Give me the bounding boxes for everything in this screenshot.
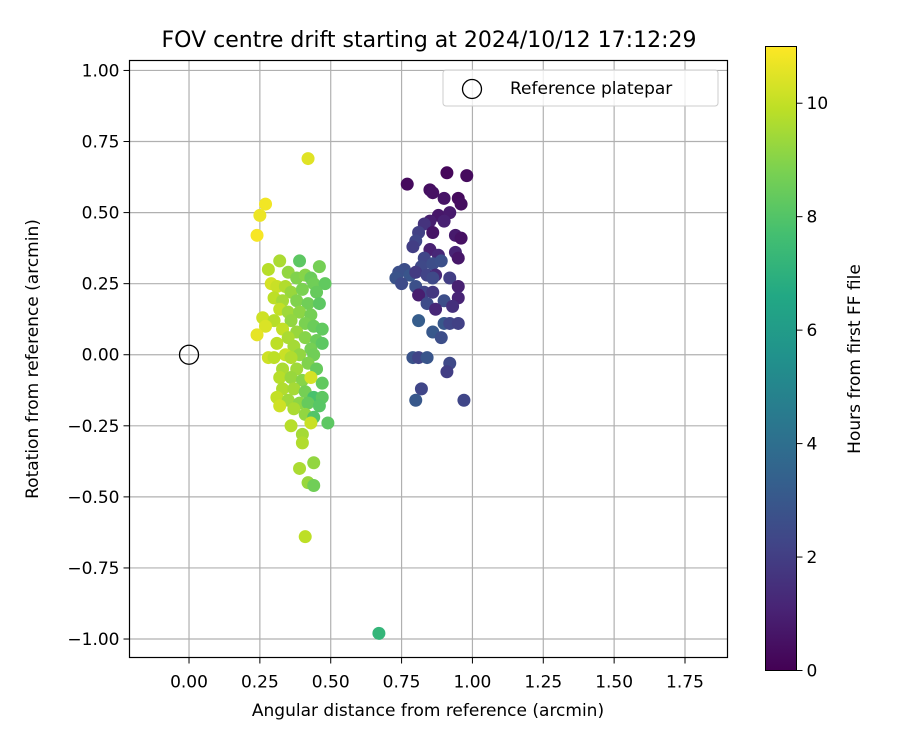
data-point xyxy=(452,252,465,265)
colorbar xyxy=(766,47,797,671)
y-axis-label: Rotation from reference (arcmin) xyxy=(23,219,43,499)
data-point xyxy=(302,152,315,165)
data-point xyxy=(293,254,306,267)
data-point xyxy=(316,337,329,350)
data-point xyxy=(296,436,309,449)
colorbar-tick-label: 8 xyxy=(807,208,818,228)
colorbar-tick-label: 6 xyxy=(807,321,818,341)
data-point xyxy=(401,178,414,191)
data-point xyxy=(316,377,329,390)
data-point xyxy=(438,192,451,205)
y-axis-ticks: 1.00 0.75 0.50 0.25 0.00 −0.25 −0.50 −0.75 −1.00 xyxy=(67,61,129,650)
data-point xyxy=(251,328,264,341)
colorbar-tick-label: 0 xyxy=(807,662,818,682)
y-tick-label: 0.75 xyxy=(82,133,120,153)
data-point xyxy=(426,286,439,299)
data-point xyxy=(426,271,439,284)
data-point xyxy=(273,399,286,412)
data-point xyxy=(313,399,326,412)
y-tick-label: 0.00 xyxy=(82,346,120,366)
colorbar-ticks: 0 2 4 6 8 10 xyxy=(797,94,829,681)
data-point xyxy=(409,266,422,279)
data-point xyxy=(273,254,286,267)
data-point xyxy=(316,323,329,336)
data-point xyxy=(262,263,275,276)
data-point xyxy=(435,331,448,344)
data-point xyxy=(440,166,453,179)
x-tick-label: 0.50 xyxy=(312,673,350,693)
data-point xyxy=(307,479,320,492)
colorbar-tick-label: 2 xyxy=(807,548,818,568)
data-point xyxy=(273,371,286,384)
data-point xyxy=(270,337,283,350)
colorbar-tick-label: 4 xyxy=(807,435,818,455)
x-tick-label: 0.75 xyxy=(383,673,421,693)
data-point xyxy=(290,294,303,307)
data-point xyxy=(452,280,465,293)
data-point xyxy=(455,198,468,211)
data-point xyxy=(287,382,300,395)
data-point xyxy=(406,240,419,253)
data-point xyxy=(310,286,323,299)
data-point xyxy=(304,416,317,429)
data-point xyxy=(285,351,298,364)
data-point xyxy=(251,229,264,242)
data-point xyxy=(372,627,385,640)
data-point xyxy=(426,226,439,239)
data-point xyxy=(259,198,272,211)
data-point xyxy=(296,283,309,296)
x-tick-label: 1.25 xyxy=(524,673,562,693)
data-point xyxy=(253,209,266,222)
y-tick-label: −0.25 xyxy=(67,417,119,437)
data-point xyxy=(313,260,326,273)
x-tick-label: 1.00 xyxy=(453,673,491,693)
y-tick-label: −0.75 xyxy=(67,559,119,579)
data-point xyxy=(313,297,326,310)
data-point xyxy=(415,382,428,395)
data-point xyxy=(412,314,425,327)
x-tick-label: 1.75 xyxy=(666,673,704,693)
data-point xyxy=(452,317,465,330)
data-point xyxy=(302,397,315,410)
x-tick-label: 0.00 xyxy=(170,673,208,693)
x-axis-label: Angular distance from reference (arcmin) xyxy=(252,701,604,721)
data-point xyxy=(409,394,422,407)
data-point xyxy=(285,419,298,432)
data-point xyxy=(438,215,451,228)
data-point xyxy=(299,530,312,543)
data-point xyxy=(304,371,317,384)
data-point xyxy=(426,186,439,199)
data-point xyxy=(285,371,298,384)
y-tick-label: 0.50 xyxy=(82,204,120,224)
data-point xyxy=(429,303,442,316)
legend-label-reference: Reference platepar xyxy=(510,79,672,99)
y-tick-label: 0.25 xyxy=(82,275,120,295)
y-tick-label: −1.00 xyxy=(67,630,119,650)
data-point xyxy=(395,277,408,290)
data-point xyxy=(455,232,468,245)
chart-title: FOV centre drift starting at 2024/10/12 … xyxy=(162,28,697,53)
colorbar-tick-label: 10 xyxy=(807,94,829,114)
data-point xyxy=(446,300,459,313)
x-tick-label: 0.25 xyxy=(241,673,279,693)
data-point xyxy=(287,402,300,415)
data-point xyxy=(421,351,434,364)
data-point xyxy=(293,462,306,475)
data-point xyxy=(268,351,281,364)
data-point xyxy=(299,331,312,344)
y-tick-label: 1.00 xyxy=(82,61,120,81)
colorbar-label: Hours from first FF file xyxy=(845,264,865,454)
data-point xyxy=(435,254,448,267)
y-tick-label: −0.50 xyxy=(67,488,119,508)
data-point xyxy=(460,169,473,182)
x-axis-ticks: 0.00 0.25 0.50 0.75 1.00 1.25 1.50 1.75 xyxy=(170,658,704,693)
data-point xyxy=(321,416,334,429)
data-point xyxy=(307,456,320,469)
legend: Reference platepar xyxy=(443,70,718,106)
data-point xyxy=(440,365,453,378)
x-tick-label: 1.50 xyxy=(595,673,633,693)
data-point xyxy=(457,394,470,407)
